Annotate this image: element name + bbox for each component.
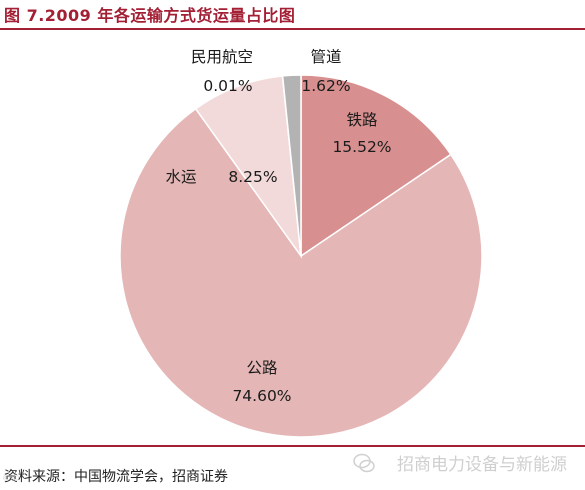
slice-value-0: 15.52% [332, 138, 391, 156]
pie-chart: 铁路 15.52% 公路 74.60% 水运 8.25% 民用航空 0.01% 管道 1.62% [119, 48, 483, 438]
slice-label-1: 公路 [246, 359, 278, 377]
slice-label-2: 水运 [165, 168, 196, 186]
pie-slice-2 [194, 75, 303, 259]
slice-label-3: 民用航空 [191, 48, 253, 66]
slice-label-0: 铁路 [346, 111, 378, 129]
wechat-icon [353, 453, 375, 473]
slice-label-4: 管道 [310, 48, 341, 66]
watermark-text: 招商电力设备与新能源 [397, 455, 567, 475]
chart-title: 图 7.2009 年各运输方式货运量占比图 [4, 6, 296, 25]
corner-mark: ©© [2, 474, 20, 484]
slice-value-3: 0.01% [203, 77, 252, 95]
source-note: 资料来源：中国物流学会，招商证券 [4, 469, 228, 485]
source-divider [0, 445, 585, 447]
pie-slice-0 [300, 74, 452, 258]
slice-value-1: 74.60% [232, 387, 291, 405]
title-divider [0, 28, 585, 30]
pie-slice-1 [119, 107, 483, 438]
slice-value-4: 1.62% [301, 77, 350, 95]
pie-slice-4 [281, 74, 302, 257]
slice-value-2: 8.25% [228, 168, 277, 186]
